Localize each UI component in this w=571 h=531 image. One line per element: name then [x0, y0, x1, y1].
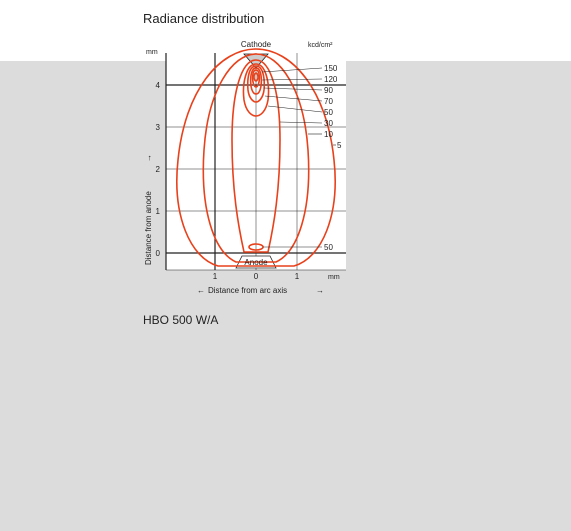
y-axis-arrow: →: [144, 154, 153, 162]
y-axis-label-group: Distance from anode →: [144, 154, 153, 265]
contour-120: [251, 69, 261, 88]
leader-50: [267, 105, 323, 113]
contour-label-120: 120: [324, 75, 338, 84]
contour-label-90: 90: [324, 86, 333, 95]
leader-90: [263, 87, 323, 91]
leader-150: [261, 67, 323, 73]
y-tick-2: 2: [156, 165, 161, 174]
contour-150: [253, 72, 259, 82]
x-axis-label: Distance from arc axis: [208, 286, 287, 295]
x-tick-1: 1: [295, 272, 300, 281]
x-unit-label: mm: [328, 274, 340, 281]
contour-label-10: 10: [324, 130, 333, 139]
anode-label: Anode: [244, 258, 268, 267]
contour-label-150: 150: [324, 64, 338, 73]
y-tick-1: 1: [156, 207, 161, 216]
x-axis-arrow-left: ←: [197, 286, 205, 295]
diagram-title: Radiance distribution: [143, 11, 265, 26]
lamp-caption: HBO 500 W/A: [143, 313, 219, 327]
y-tick-3: 3: [156, 123, 161, 132]
contour-90: [249, 67, 263, 95]
contour-label-5: 5: [337, 141, 342, 150]
x-tick-0: 0: [254, 272, 259, 281]
contour-label-70: 70: [324, 97, 333, 106]
x-axis-arrow-right: →: [316, 286, 324, 295]
leader-70: [264, 95, 323, 102]
contour-label-30: 30: [324, 119, 333, 128]
contour-label-anode-50: 50: [324, 243, 333, 252]
contour-30: [231, 59, 281, 253]
contour-10: [202, 53, 310, 263]
cathode-label: Cathode: [241, 40, 272, 49]
leader-30: [279, 121, 323, 124]
contour-5: [176, 48, 336, 267]
y-unit-label: mm: [146, 49, 158, 56]
y-tick-4: 4: [156, 81, 161, 90]
x-tick-neg1: 1: [213, 272, 218, 281]
leader-120: [261, 78, 323, 81]
contour-label-50: 50: [324, 108, 333, 117]
contour-50: [242, 63, 270, 117]
y-tick-0: 0: [156, 249, 161, 258]
radiance-unit-label: kcd/cm²: [308, 42, 333, 49]
y-axis-label: Distance from anode: [144, 191, 153, 265]
